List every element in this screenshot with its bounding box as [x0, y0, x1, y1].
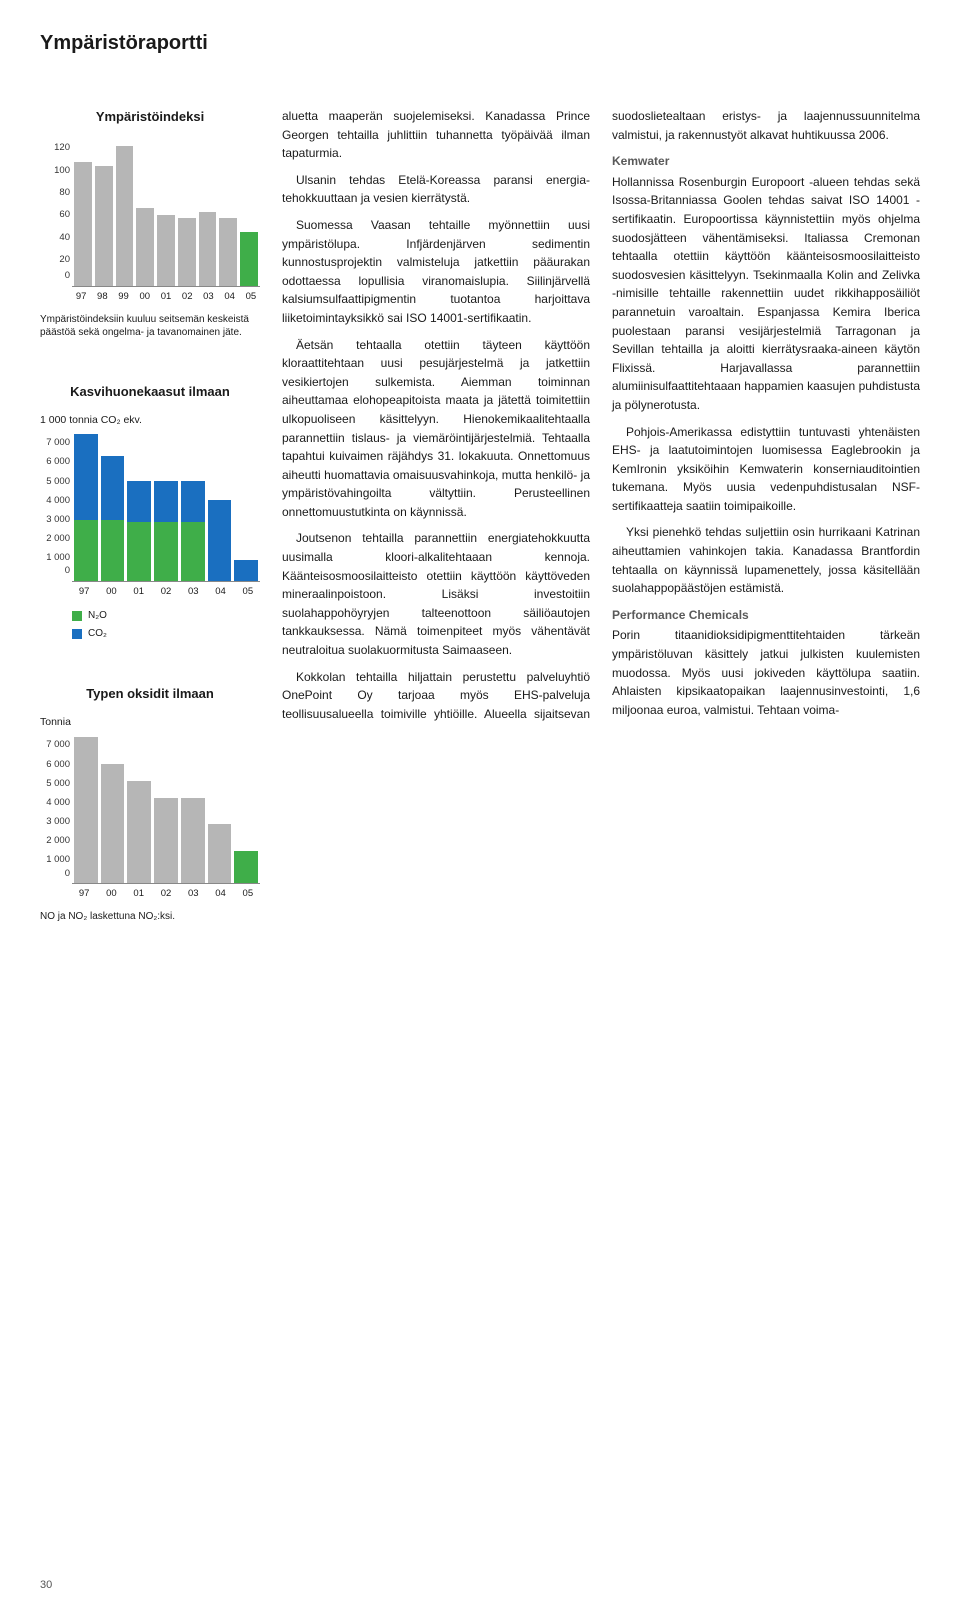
para: aluetta maaperän suojelemiseksi. Kanadas…: [282, 107, 590, 163]
para: Hollannissa Rosenburgin Europoort -aluee…: [612, 173, 920, 415]
chart1-y-axis: 120100806040200: [42, 137, 70, 286]
page-title: Ympäristöraportti: [40, 28, 920, 59]
bar: [154, 432, 178, 581]
bar: [208, 432, 232, 581]
heading-performance: Performance Chemicals: [612, 606, 920, 625]
bar: [240, 137, 258, 286]
legend-item: N₂O: [72, 608, 260, 624]
bar: [234, 432, 258, 581]
bar: [127, 432, 151, 581]
body-text: aluetta maaperän suojelemiseksi. Kanadas…: [282, 107, 920, 924]
chart2-unit: 1 000 tonnia CO₂ ekv.: [40, 412, 260, 428]
chart3-caption: NO ja NO₂ laskettuna NO₂:ksi.: [40, 910, 260, 924]
chart-nox: Typen oksidit ilmaan Tonnia 7 0006 0005 …: [40, 684, 260, 924]
bar: [95, 137, 113, 286]
para: Joutsenon tehtailla parannettiin energia…: [282, 529, 590, 659]
chart3-x-axis: 97000102030405: [72, 887, 260, 902]
para: Pohjois-Amerikassa edistyttiin tuntuvast…: [612, 423, 920, 516]
bar: [154, 734, 178, 883]
chart2-legend: N₂O CO₂: [72, 608, 260, 642]
bar: [101, 432, 125, 581]
para: Porin titaanidioksidipigmenttitehtaiden …: [612, 626, 920, 719]
chart-env-index: Ympäristöindeksi 120100806040200 9798990…: [40, 107, 260, 340]
chart2-x-axis: 97000102030405: [72, 585, 260, 600]
page-number: 30: [40, 1577, 52, 1594]
legend-item: CO₂: [72, 626, 260, 642]
main-layout: Ympäristöindeksi 120100806040200 9798990…: [40, 107, 920, 924]
bar: [74, 734, 98, 883]
bar: [74, 432, 98, 581]
chart1-title: Ympäristöindeksi: [40, 107, 260, 127]
para: Äetsän tehtaalla otettiin täyteen käyttö…: [282, 336, 590, 522]
bar: [74, 137, 92, 286]
bar: [181, 734, 205, 883]
chart2-title: Kasvihuonekaasut ilmaan: [40, 382, 260, 402]
chart-greenhouse: Kasvihuonekaasut ilmaan 1 000 tonnia CO₂…: [40, 382, 260, 642]
chart3-y-axis: 7 0006 0005 0004 0003 0002 0001 0000: [42, 734, 70, 883]
bar: [208, 734, 232, 883]
bar: [157, 137, 175, 286]
chart3-area: 7 0006 0005 0004 0003 0002 0001 0000: [72, 734, 260, 884]
para: Suomessa Vaasan tehtaille myönnettiin uu…: [282, 216, 590, 328]
bar: [116, 137, 134, 286]
chart3-title: Typen oksidit ilmaan: [40, 684, 260, 704]
bar: [234, 734, 258, 883]
bar: [178, 137, 196, 286]
chart2-area: 7 0006 0005 0004 0003 0002 0001 0000: [72, 432, 260, 582]
para: Ulsanin tehdas Etelä-Koreassa paransi en…: [282, 171, 590, 208]
bar: [136, 137, 154, 286]
chart3-unit: Tonnia: [40, 714, 260, 730]
bar: [101, 734, 125, 883]
charts-sidebar: Ympäristöindeksi 120100806040200 9798990…: [40, 107, 260, 924]
chart1-x-axis: 979899000102030405: [72, 290, 260, 305]
chart2-y-axis: 7 0006 0005 0004 0003 0002 0001 0000: [42, 432, 70, 581]
para: Yksi pienehkö tehdas suljettiin osin hur…: [612, 523, 920, 597]
bar: [181, 432, 205, 581]
bar: [219, 137, 237, 286]
heading-kemwater: Kemwater: [612, 152, 920, 171]
chart1-caption: Ympäristöindeksiin kuuluu seitsemän kesk…: [40, 313, 260, 340]
bar: [199, 137, 217, 286]
chart1-area: 120100806040200: [72, 137, 260, 287]
bar: [127, 734, 151, 883]
